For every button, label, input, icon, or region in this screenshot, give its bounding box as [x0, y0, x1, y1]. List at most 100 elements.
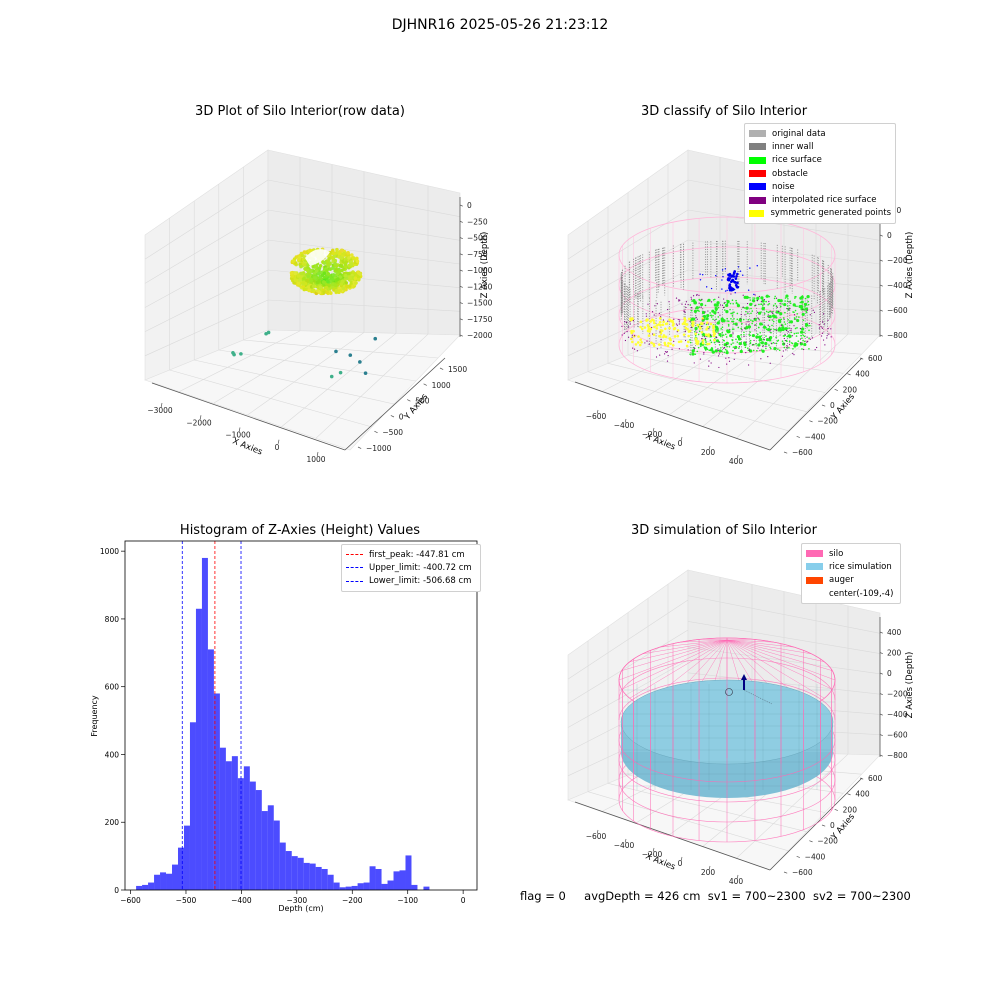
raw-z-tick-label: −1250 — [467, 282, 493, 291]
classify-legend-label: original data — [772, 128, 826, 139]
simulation-legend-item: silo — [806, 547, 896, 560]
raw-z-tick-mark — [459, 237, 463, 240]
raw-xlabel: X Axies — [231, 437, 264, 458]
raw-surface-gap — [305, 249, 330, 266]
raw-y-tick-label: −1000 — [366, 444, 392, 453]
raw-x-tick-mark — [277, 439, 280, 444]
histogram-legend-line — [346, 580, 363, 582]
raw-surface-point — [337, 270, 342, 274]
raw-surface-point — [350, 253, 354, 257]
raw-y-tick-label: 500 — [415, 397, 430, 406]
raw-surface-point — [347, 256, 351, 260]
raw-z-tick-mark — [459, 334, 463, 337]
raw-surface-point — [353, 276, 358, 281]
raw-outlier-point — [329, 374, 334, 379]
raw-z-tick-label: −500 — [467, 234, 488, 243]
histogram-legend: first_peak: -447.81 cm Upper_limit: -400.… — [341, 544, 481, 592]
raw-surface-point — [340, 268, 344, 273]
raw-surface-point — [303, 266, 307, 271]
raw-surface-point — [322, 261, 327, 265]
raw-surface-point — [313, 276, 317, 280]
raw-x-tick-mark — [316, 451, 319, 457]
raw-y-tick-mark — [439, 367, 444, 370]
raw-z-tick-mark — [459, 269, 463, 272]
raw-outlier-point — [338, 370, 343, 375]
raw-surface-point — [344, 281, 348, 285]
raw-surface-point — [296, 281, 301, 286]
histogram-legend-line — [346, 554, 363, 556]
raw-z-tick-label: −750 — [467, 250, 488, 259]
raw-surface-point — [343, 262, 348, 266]
simulation-legend-label: center(-109,-4) — [829, 588, 894, 599]
raw-surface-point — [301, 284, 305, 289]
raw-surface-point — [330, 256, 335, 260]
raw-surface-point — [325, 268, 329, 273]
raw-surface-point — [333, 258, 338, 263]
raw-surface-point — [321, 280, 326, 285]
simulation-legend-swatch — [806, 576, 823, 584]
raw-y-tick-mark — [423, 383, 427, 386]
histogram-title: Histogram of Z-Axies (Height) Values — [179, 523, 421, 538]
raw-x-tick-label: 0 — [275, 443, 280, 452]
raw-z-tick-label: 0 — [467, 201, 472, 210]
raw-plot-title: 3D Plot of Silo Interior(row data) — [195, 104, 405, 119]
raw-surface-point — [308, 270, 312, 274]
simulation-legend-item: center(-109,-4) — [806, 587, 896, 600]
raw-surface-point — [314, 265, 318, 269]
raw-surface-point — [307, 288, 311, 293]
classify-legend-item: inner wall — [749, 140, 891, 153]
raw-surface-point — [326, 279, 330, 284]
raw-surface-point — [331, 277, 335, 282]
raw-surface-point — [318, 264, 323, 268]
classify-legend-swatch — [749, 209, 765, 217]
raw-surface-point — [312, 284, 316, 289]
raw-outlier-point — [373, 336, 378, 341]
raw-surface-point — [333, 262, 337, 266]
classify-legend-swatch — [749, 196, 766, 204]
simulation-legend-label: auger — [829, 575, 854, 586]
classify-legend-item: original data — [749, 127, 891, 140]
raw-surface-point — [338, 275, 343, 279]
raw-surface-point — [331, 266, 335, 270]
raw-x-tick-label: 1000 — [306, 455, 325, 464]
raw-surface-point — [322, 290, 326, 295]
classify-legend-label: symmetric generated points — [770, 208, 891, 219]
raw-surface-point — [289, 271, 294, 275]
raw-surface-point — [318, 285, 323, 290]
raw-surface-point — [356, 277, 361, 282]
raw-outlier-point — [363, 371, 368, 375]
raw-surface-point — [334, 288, 339, 293]
raw-surface-point — [302, 287, 307, 292]
raw-y-tick-label: 0 — [399, 412, 404, 421]
sv2-value: sv2 = 700~2300 — [812, 889, 911, 903]
simulation-legend-label: silo — [829, 548, 844, 559]
raw-zlabel: Z Axies (Depth) — [480, 232, 490, 299]
raw-surface-point — [346, 250, 350, 255]
raw-surface-point — [306, 274, 311, 278]
histogram-legend-label: Lower_limit: -506.68 cm — [369, 576, 472, 587]
raw-surface-point — [339, 248, 344, 253]
raw-surface-point — [341, 286, 346, 291]
raw-surface-point — [358, 272, 362, 276]
raw-surface-point — [326, 262, 330, 267]
raw-surface-point — [327, 283, 331, 288]
raw-surface-point — [309, 278, 314, 283]
simulation-plot-title: 3D simulation of Silo Interior — [631, 523, 817, 538]
figure-title: DJHNR16 2025-05-26 21:23:12 — [391, 17, 609, 33]
raw-surface-point — [339, 256, 344, 260]
raw-surface-point — [330, 282, 335, 287]
raw-surface-point — [293, 271, 297, 276]
classify-legend-label: obstacle — [772, 168, 808, 179]
raw-surface-point — [331, 251, 336, 256]
raw-y-tick-label: −500 — [382, 428, 403, 437]
raw-outlier-point — [358, 360, 362, 364]
raw-surface-point — [330, 248, 335, 253]
raw-y-tick-mark — [390, 415, 395, 418]
classify-legend-swatch — [749, 156, 766, 164]
simulation-legend: silo rice simulation auger center(-109,-4) — [801, 543, 901, 605]
raw-surface-point — [299, 264, 303, 269]
raw-z-tick-mark — [459, 253, 463, 256]
histogram-legend-label: Upper_limit: -400.72 cm — [369, 562, 472, 573]
raw-surface-point — [351, 256, 356, 260]
raw-surface-point — [326, 272, 330, 276]
